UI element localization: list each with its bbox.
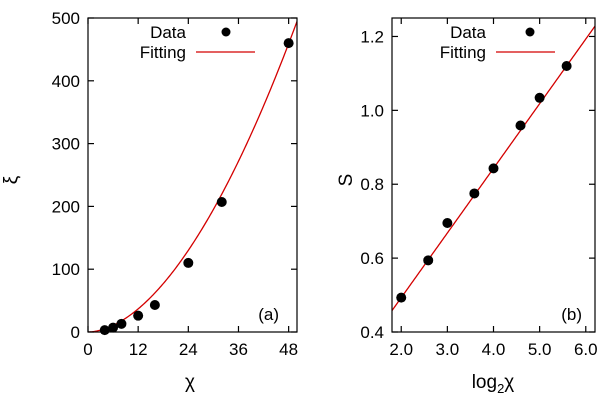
panel-a-y-tick-label-1: 100 (52, 260, 80, 279)
panel-a-legend-data-label: Data (150, 23, 186, 42)
panel-a-ticks: 0 12 24 36 48 0 100 200 300 400 500 (52, 9, 298, 359)
panel-b-data-point-1 (423, 255, 434, 266)
panel-b-x-axis-label-var: χ (504, 372, 514, 393)
panel-b-x-tick-label-4: 6.0 (574, 340, 598, 359)
panel-a-x-tick-label-1: 12 (129, 340, 148, 359)
panel-a-frame (87, 17, 298, 333)
panel-a-data-point-2 (116, 318, 127, 329)
panel-a-x-axis-label: χ (185, 372, 195, 393)
panel-a-tag: (a) (258, 305, 279, 324)
panel-a-data-point-0 (99, 325, 110, 336)
panel-a: 0 12 24 36 48 0 100 200 300 400 500 Data Fitting (… (1, 9, 298, 393)
panel-a-legend: Data Fitting (140, 23, 255, 62)
panel-b-y-tick-label-1: 0.6 (360, 249, 384, 268)
panel-b-frame (391, 17, 596, 333)
panel-a-legend-data-marker (221, 27, 231, 37)
panel-a-x-tick-label-4: 48 (279, 340, 298, 359)
panel-a-data-point-7 (283, 38, 294, 49)
panel-a-fitting-line (88, 21, 297, 332)
panel-b-tag: (b) (561, 305, 582, 324)
panel-a-plot-area (88, 21, 297, 336)
panel-b: 2.0 3.0 4.0 5.0 6.0 0.4 0.6 0.8 1.0 1.2 Data Fitt… (336, 17, 598, 396)
panel-b-data-point-2 (442, 218, 453, 229)
panel-a-y-tick-label-2: 200 (52, 197, 80, 216)
panel-b-legend-data-marker (525, 27, 535, 37)
panel-a-y-tick-label-4: 400 (52, 72, 80, 91)
panel-a-y-tick-label-0: 0 (71, 323, 80, 342)
panel-b-x-tick-label-3: 5.0 (528, 340, 552, 359)
panel-a-legend-fitting-label: Fitting (140, 43, 186, 62)
panel-b-y-tick-label-0: 0.4 (360, 323, 384, 342)
panel-a-y-axis-label: ξ (1, 175, 22, 184)
panel-b-ticks: 2.0 3.0 4.0 5.0 6.0 0.4 0.6 0.8 1.0 1.2 (360, 18, 598, 359)
panel-b-x-tick-label-1: 3.0 (436, 340, 460, 359)
panel-b-x-axis-label-subscript: 2 (497, 381, 504, 396)
panel-a-data-point-3 (133, 310, 144, 321)
panel-b-data-point-5 (515, 120, 526, 131)
panel-b-y-tick-label-3: 1.0 (360, 101, 384, 120)
panel-b-data-point-3 (469, 188, 480, 199)
panel-a-x-tick-label-0: 0 (83, 340, 92, 359)
panel-b-x-tick-label-0: 2.0 (389, 340, 413, 359)
panel-b-legend-data-label: Data (450, 23, 486, 42)
panel-b-legend-fitting-label: Fitting (440, 43, 486, 62)
panel-a-y-tick-label-3: 300 (52, 135, 80, 154)
panel-a-data-point-4 (149, 299, 160, 310)
panel-b-plot-area (392, 25, 595, 311)
panel-a-x-tick-label-3: 36 (229, 340, 248, 359)
panel-a-y-tick-label-5: 500 (52, 9, 80, 28)
panel-b-data-point-4 (488, 163, 499, 174)
panel-a-data-point-5 (183, 257, 194, 268)
panel-b-x-axis-label: log2χ (472, 372, 515, 396)
panel-b-y-tick-label-2: 0.8 (360, 175, 384, 194)
panel-b-data-point-7 (561, 61, 572, 72)
panel-a-data-point-6 (216, 197, 227, 208)
panel-b-x-axis-label-base: log (472, 372, 497, 393)
panel-b-x-tick-label-2: 4.0 (482, 340, 506, 359)
panel-b-data-point-0 (396, 292, 407, 303)
panel-b-y-axis-label: S (336, 174, 357, 187)
panel-b-legend: Data Fitting (440, 23, 555, 62)
panel-a-data-point-1 (108, 322, 119, 333)
panel-b-data-point-6 (534, 92, 545, 103)
panel-b-y-tick-label-4: 1.2 (360, 27, 384, 46)
panel-a-x-tick-label-2: 24 (179, 340, 198, 359)
